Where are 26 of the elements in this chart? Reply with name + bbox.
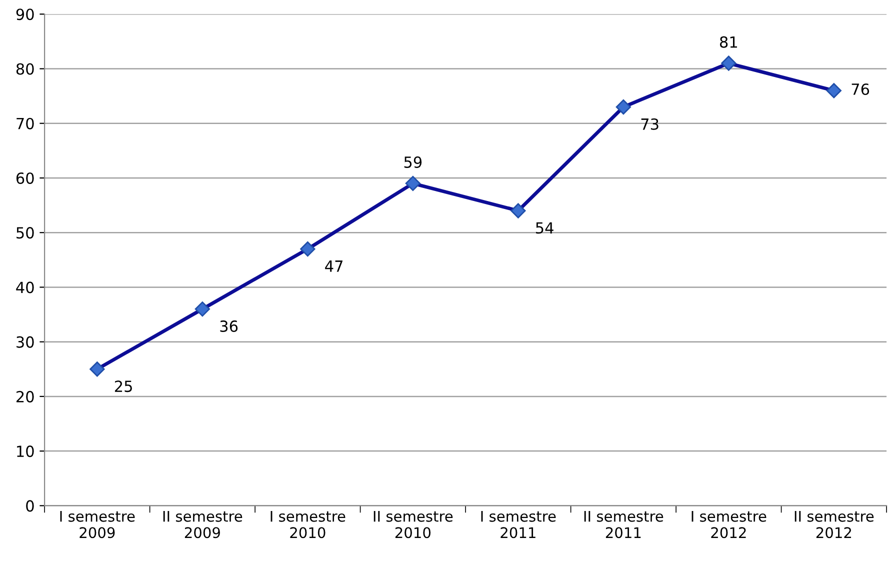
data-label: 73: [641, 118, 658, 130]
x-tick-label: I semestre 2011: [481, 510, 556, 538]
x-tick-label: II semestre 2012: [794, 510, 874, 538]
x-tick-label: I semestre 2012: [692, 510, 766, 538]
y-tick-label: 20: [16, 390, 34, 402]
y-tick-label: 70: [16, 118, 34, 130]
y-tick-label: 40: [16, 282, 34, 294]
x-tick-label: II semestre 2010: [374, 510, 453, 538]
y-tick-label: 10: [17, 446, 34, 458]
data-label: 25: [114, 380, 132, 392]
y-tick-label: 60: [16, 172, 34, 184]
y-tick-label: 30: [16, 336, 34, 348]
data-label: 36: [220, 320, 238, 332]
data-label: 54: [536, 222, 554, 234]
y-tick-label: 80: [16, 63, 34, 75]
y-tick-label: 0: [26, 500, 34, 512]
x-tick-label: I semestre 2009: [60, 510, 135, 538]
x-tick-label: II semestre 2009: [163, 510, 242, 538]
y-tick-label: 90: [16, 8, 34, 20]
data-label: 47: [325, 260, 342, 272]
x-tick-label: I semestre 2010: [270, 510, 346, 538]
data-label: 76: [852, 83, 870, 96]
data-label: 59: [404, 156, 422, 168]
x-tick-label: II semestre 2011: [584, 510, 664, 538]
y-tick-label: 50: [16, 227, 34, 239]
data-label: 81: [720, 36, 737, 48]
